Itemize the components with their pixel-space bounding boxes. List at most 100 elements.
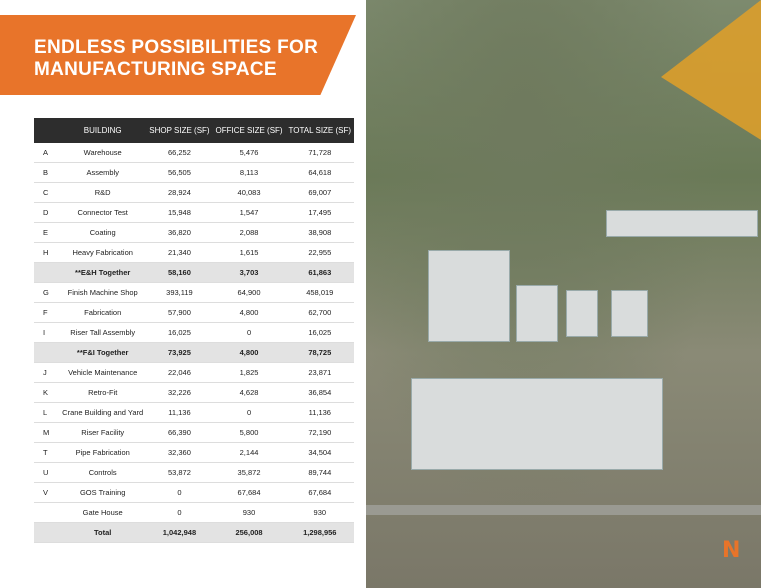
shop-cell: 28,924	[146, 182, 213, 203]
table-row: M Riser Facility 66,390 5,800 72,190	[34, 422, 354, 443]
building-roof	[428, 250, 510, 342]
building-cell: Warehouse	[59, 143, 147, 163]
letter-cell: T	[34, 442, 59, 463]
table-row: E Coating 36,820 2,088 38,908	[34, 222, 354, 243]
total-cell: 1,298,956	[285, 522, 354, 543]
office-cell: 4,800	[212, 342, 286, 363]
shop-cell: 16,025	[146, 322, 213, 343]
shop-cell: 0	[146, 502, 213, 523]
total-cell: 38,908	[285, 222, 354, 243]
building-cell: Finish Machine Shop	[59, 282, 147, 303]
shop-cell: 21,340	[146, 242, 213, 263]
building-roof	[566, 290, 598, 337]
letter-cell: V	[34, 482, 59, 503]
total-cell: 16,025	[285, 322, 354, 343]
letter-cell: H	[34, 242, 59, 263]
office-cell: 1,615	[212, 242, 286, 263]
table-row: U Controls 53,872 35,872 89,744	[34, 462, 354, 483]
header-cell: BUILDING	[59, 118, 147, 143]
header-row: BUILDING SHOP SIZE (SF) OFFICE SIZE (SF) TO…	[34, 118, 354, 143]
building-roof	[606, 210, 758, 237]
building-cell: Crane Building and Yard	[59, 402, 147, 423]
building-table: BUILDING SHOP SIZE (SF) OFFICE SIZE (SF) TO…	[34, 118, 354, 543]
total-cell: 930	[285, 502, 354, 523]
office-cell: 40,083	[212, 182, 286, 203]
building-cell: Retro-Fit	[59, 382, 147, 403]
letter-cell: I	[34, 322, 59, 343]
shop-cell: 0	[146, 482, 213, 503]
office-cell: 4,628	[212, 382, 286, 403]
header-cell: SHOP SIZE (SF)	[146, 118, 213, 143]
table-row: L Crane Building and Yard 11,136 0 11,136	[34, 402, 354, 423]
table-row: K Retro-Fit 32,226 4,628 36,854	[34, 382, 354, 403]
total-cell: 23,871	[285, 362, 354, 383]
shop-cell: 22,046	[146, 362, 213, 383]
shop-cell: 393,119	[146, 282, 213, 303]
shop-cell: 66,390	[146, 422, 213, 443]
office-cell: 3,703	[212, 262, 286, 283]
building-cell: Fabrication	[59, 302, 147, 323]
office-cell: 1,547	[212, 202, 286, 223]
letter-cell: C	[34, 182, 59, 203]
shop-cell: 36,820	[146, 222, 213, 243]
table-row: G Finish Machine Shop 393,119 64,900 458,019	[34, 282, 354, 303]
building-cell: Total	[59, 522, 147, 543]
letter-cell: K	[34, 382, 59, 403]
letter-cell	[34, 522, 59, 543]
table-row: Total 1,042,948 256,008 1,298,956	[34, 522, 354, 543]
letter-cell: A	[34, 143, 59, 163]
total-cell: 89,744	[285, 462, 354, 483]
office-cell: 256,008	[212, 522, 286, 543]
total-cell: 22,955	[285, 242, 354, 263]
building-cell: Coating	[59, 222, 147, 243]
table-row: D Connector Test 15,948 1,547 17,495	[34, 202, 354, 223]
office-cell: 5,476	[212, 143, 286, 163]
header-cell	[34, 118, 59, 143]
shop-cell: 56,505	[146, 162, 213, 183]
total-cell: 61,863	[285, 262, 354, 283]
building-cell: **F&I Together	[59, 342, 147, 363]
letter-cell: J	[34, 362, 59, 383]
total-cell: 458,019	[285, 282, 354, 303]
letter-cell: U	[34, 462, 59, 483]
table-row: B Assembly 56,505 8,113 64,618	[34, 162, 354, 183]
title-banner: ENDLESS POSSIBILITIES FOR MANUFACTURING …	[0, 15, 356, 95]
total-cell: 17,495	[285, 202, 354, 223]
shop-cell: 73,925	[146, 342, 213, 363]
letter-cell: D	[34, 202, 59, 223]
shop-cell: 57,900	[146, 302, 213, 323]
table-row: H Heavy Fabrication 21,340 1,615 22,955	[34, 242, 354, 263]
letter-cell	[34, 262, 59, 283]
total-cell: 62,700	[285, 302, 354, 323]
building-roof	[516, 285, 558, 342]
office-cell: 64,900	[212, 282, 286, 303]
office-cell: 2,088	[212, 222, 286, 243]
table-row: C R&D 28,924 40,083 69,007	[34, 182, 354, 203]
building-cell: Vehicle Maintenance	[59, 362, 147, 383]
building-cell: Riser Tall Assembly	[59, 322, 147, 343]
table-row: I Riser Tall Assembly 16,025 0 16,025	[34, 322, 354, 343]
office-cell: 930	[212, 502, 286, 523]
building-cell: Connector Test	[59, 202, 147, 223]
total-cell: 72,190	[285, 422, 354, 443]
letter-cell: E	[34, 222, 59, 243]
building-cell: Riser Facility	[59, 422, 147, 443]
road	[366, 505, 761, 515]
total-cell: 67,684	[285, 482, 354, 503]
office-cell: 2,144	[212, 442, 286, 463]
title: MANUFACTURING SPACE	[34, 59, 277, 80]
letter-cell: M	[34, 422, 59, 443]
shop-cell: 32,360	[146, 442, 213, 463]
letter-cell: G	[34, 282, 59, 303]
building-cell: R&D	[59, 182, 147, 203]
total-cell: 11,136	[285, 402, 354, 423]
office-cell: 8,113	[212, 162, 286, 183]
title: ENDLESS POSSIBILITIES FOR	[34, 37, 319, 58]
office-cell: 5,800	[212, 422, 286, 443]
total-cell: 36,854	[285, 382, 354, 403]
office-cell: 0	[212, 402, 286, 423]
total-cell: 71,728	[285, 143, 354, 163]
building-cell: Gate House	[59, 502, 147, 523]
header-cell: TOTAL SIZE (SF)	[285, 118, 354, 143]
